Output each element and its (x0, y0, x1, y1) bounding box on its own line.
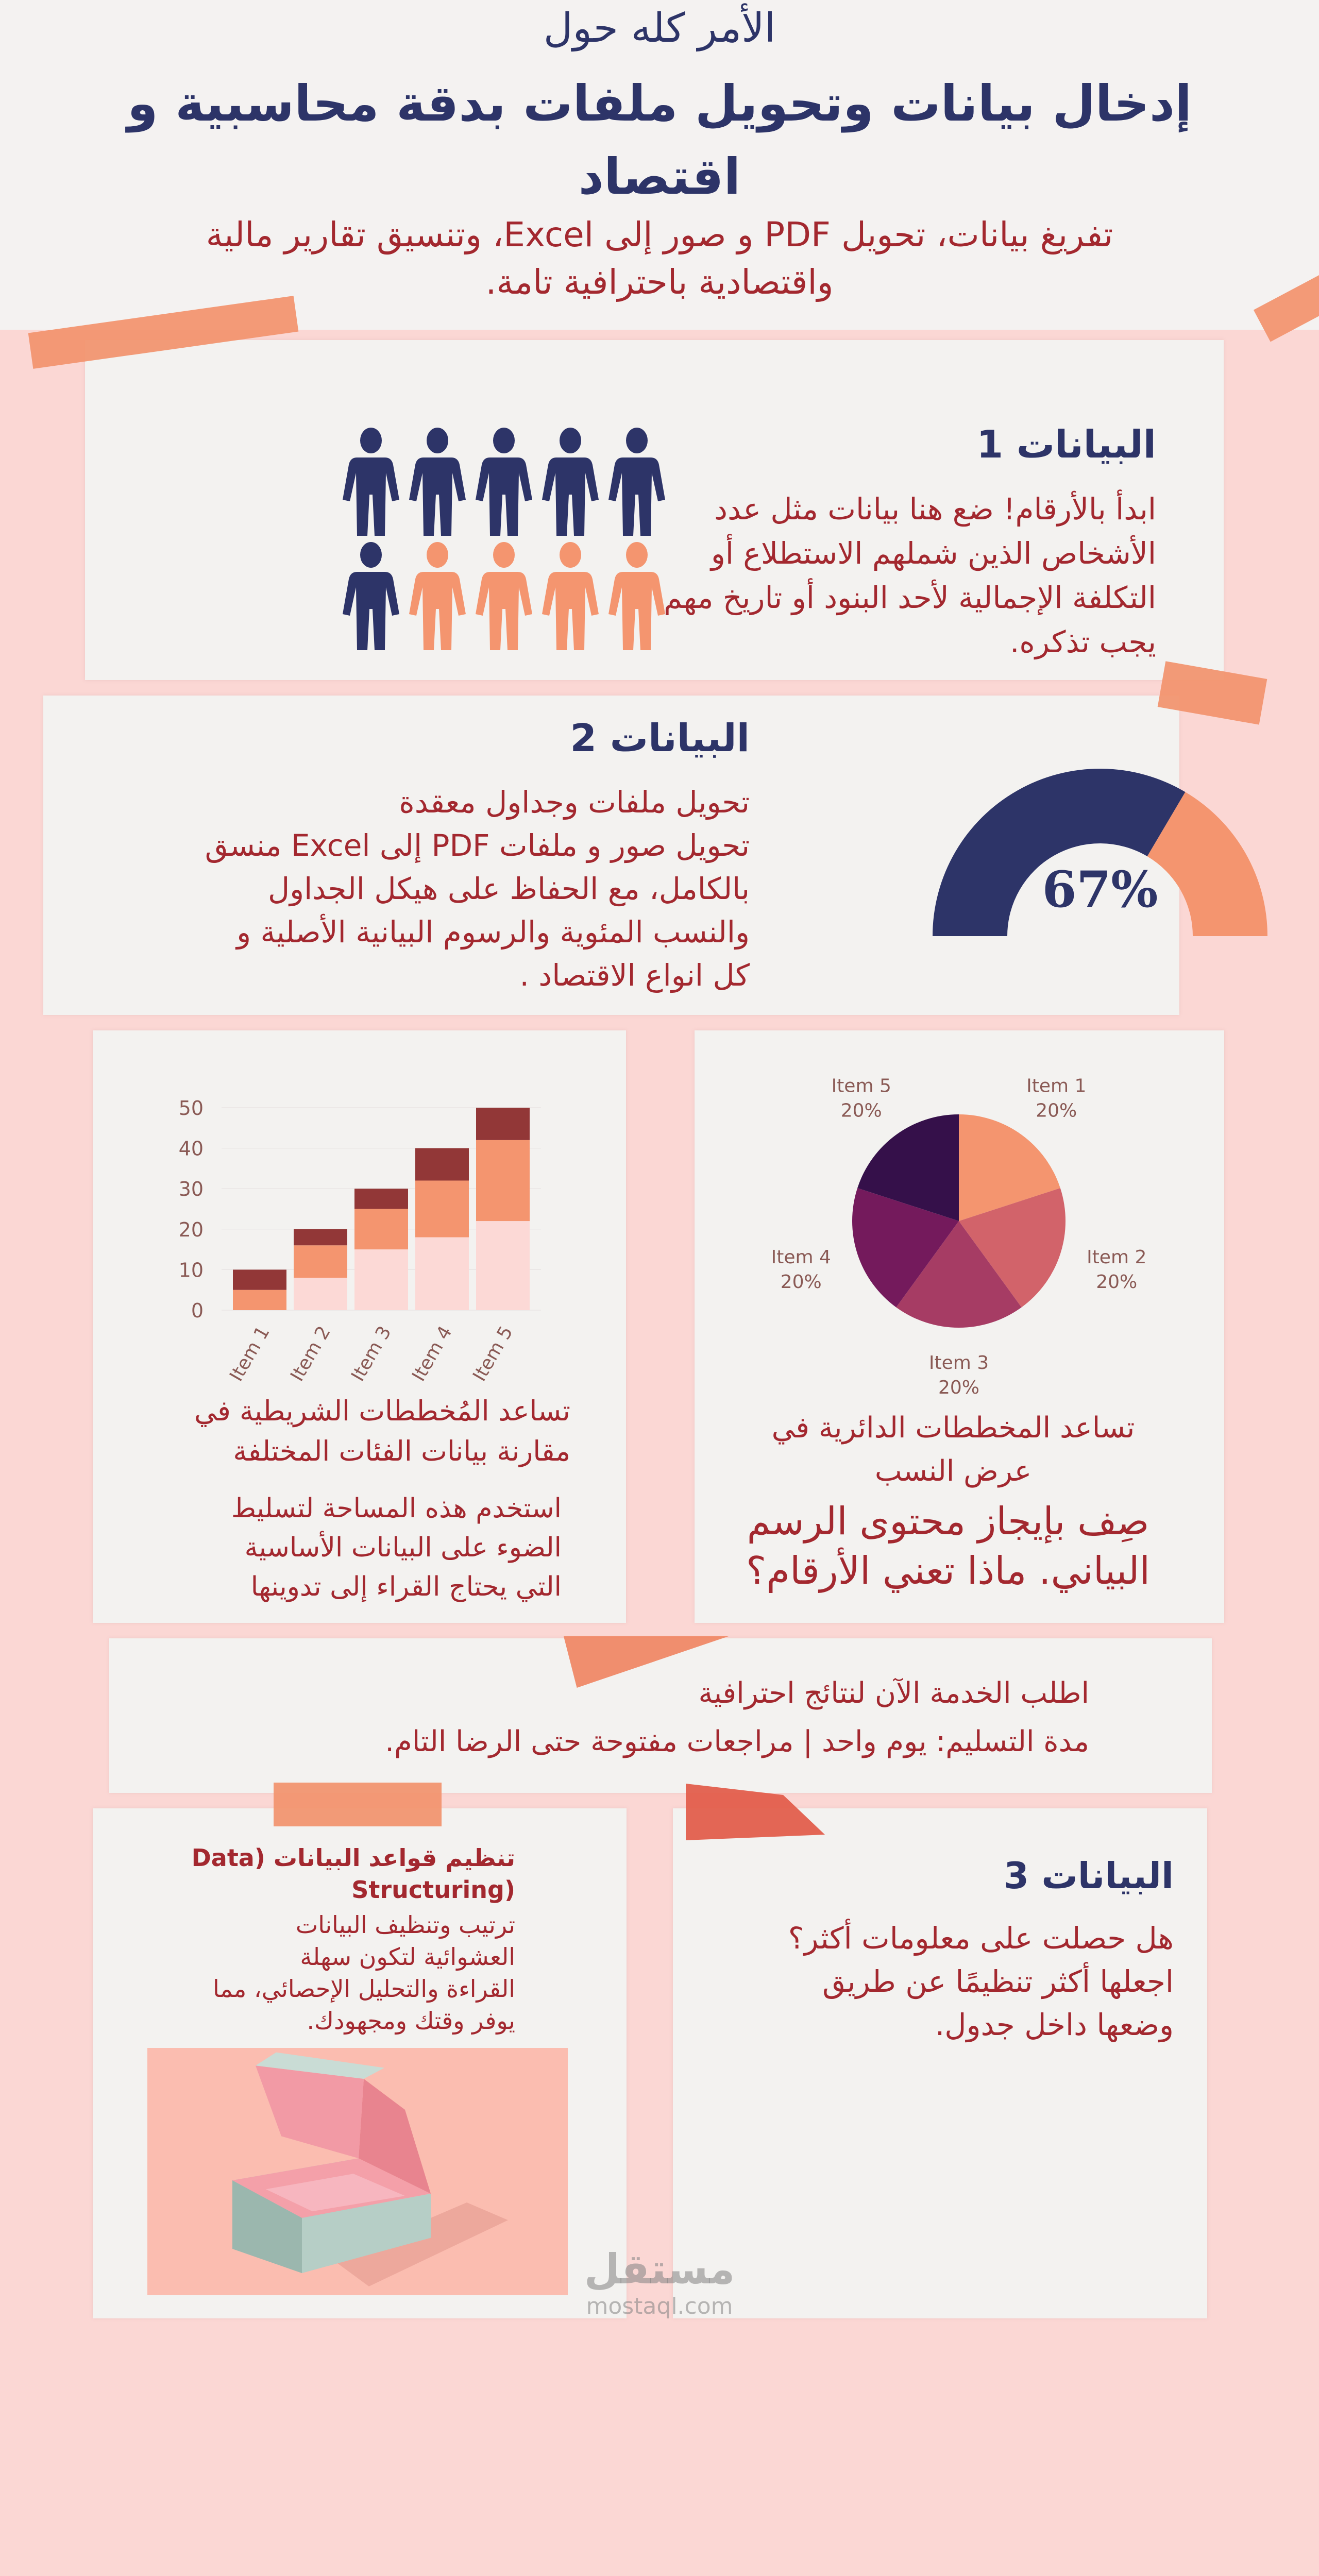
bar-segment (294, 1245, 347, 1278)
cta-card (109, 1638, 1212, 1793)
decorative-tape (274, 1783, 442, 1826)
watermark: مستقل mostaql.com (556, 2246, 763, 2320)
x-tick-label: Item 3 (347, 1323, 396, 1385)
header-background (0, 0, 1319, 330)
bar-chart-card (93, 1030, 626, 1623)
pie-card-body: صِف بإيجاز محتوى الرسم البياني. ماذا تعن… (746, 1499, 1151, 1593)
bar-segment (294, 1229, 347, 1246)
bar-segment (354, 1249, 408, 1310)
bar-segment (476, 1108, 530, 1140)
pie-percent-label: 20% (938, 1377, 979, 1398)
people-pictogram (340, 428, 675, 654)
pie-percent-label: 20% (781, 1272, 822, 1293)
section3-card (673, 1808, 1207, 2318)
x-tick-label: Item 1 (226, 1323, 274, 1385)
x-tick-label: Item 5 (469, 1323, 517, 1385)
person-icon (409, 542, 466, 650)
stacked-bar-chart: 0 10 20 30 40 50 Item 1 Item 2 Item 3 Item 4 Item … (179, 1097, 541, 1385)
gauge-chart (933, 769, 1267, 936)
pie-slice (857, 1114, 959, 1221)
gauge-value-label: 67% (1042, 860, 1158, 919)
pie-label: Item 5 (832, 1076, 891, 1097)
gauge-remaining-arc (1147, 792, 1267, 936)
section1-body: ابدأ بالأرقام! ضع هنا بيانات مثل عدد الأ… (664, 492, 1156, 659)
bar-segment (233, 1269, 286, 1290)
pie-label: Item 2 (1087, 1247, 1146, 1268)
bar-card-body: استخدم هذه المساحة لتسليط الضوء على البي… (231, 1493, 562, 1602)
section3-body: هل حصلت على معلومات أكثر؟ اجعلها أكثر تن… (788, 1921, 1174, 2042)
y-tick-label: 40 (179, 1138, 204, 1160)
bar-segment (354, 1209, 408, 1250)
y-tick-label: 10 (179, 1259, 204, 1281)
header-kicker: الأمر كله حول (543, 5, 776, 52)
bar-segment (476, 1221, 530, 1310)
bar-segment (476, 1140, 530, 1222)
person-icon (608, 428, 665, 536)
y-tick-label: 30 (179, 1178, 204, 1200)
y-tick-label: 0 (191, 1299, 204, 1322)
structuring-title: تنظيم قواعد البيانات (Data (Structuring (191, 1844, 515, 1904)
person-icon (343, 428, 399, 536)
person-icon (542, 428, 599, 536)
bar-segment (415, 1148, 469, 1181)
x-tick-label: Item 2 (286, 1323, 335, 1385)
watermark-domain: mostaql.com (586, 2293, 733, 2319)
y-tick-label: 50 (179, 1097, 204, 1120)
person-icon (608, 542, 665, 650)
pie-slice (852, 1188, 959, 1308)
person-icon (343, 542, 399, 650)
y-tick-label: 20 (179, 1218, 204, 1241)
pie-label: Item 1 (1026, 1076, 1086, 1097)
bar-segment (415, 1237, 469, 1310)
person-icon (476, 428, 532, 536)
person-icon (542, 542, 599, 650)
person-icon (476, 542, 532, 650)
bar-segment (233, 1290, 286, 1310)
pie-percent-label: 20% (1096, 1272, 1137, 1293)
header-subtitle: تفريغ بيانات، تحويل PDF و صور إلى Excel،… (206, 215, 1113, 302)
open-box-image (147, 2048, 568, 2295)
pie-percent-label: 20% (1036, 1100, 1077, 1122)
section2-heading: البيانات 2 (570, 716, 750, 760)
structuring-body: ترتيب وتنظيف البيانات العشوائية لتكون سه… (213, 1911, 515, 2035)
pie-label: Item 4 (771, 1247, 831, 1268)
section1-heading: البيانات 1 (976, 422, 1156, 467)
pie-label: Item 3 (929, 1352, 989, 1374)
bar-segment (294, 1278, 347, 1310)
pie-slice (959, 1188, 1066, 1308)
section1-card (85, 340, 1224, 680)
person-icon (409, 428, 466, 536)
bar-segment (354, 1189, 408, 1209)
cta-text: اطلب الخدمة الآن لنتائج احترافية مدة الت… (385, 1676, 1089, 1758)
section2-body: تحويل ملفات وجداول معقدة تحويل صور و ملف… (205, 785, 750, 993)
pie-card-heading: تساعد المخططات الدائرية في عرض النسب (771, 1411, 1135, 1488)
header-title: إدخال بيانات وتحويل ملفات بدقة محاسبية و… (127, 75, 1192, 206)
bar-segment (415, 1180, 469, 1238)
section3-heading: البيانات 3 (1004, 1855, 1174, 1897)
x-tick-label: Item 4 (408, 1323, 456, 1385)
gauge-filled-arc (933, 769, 1186, 936)
watermark-logo: مستقل (584, 2245, 735, 2293)
pie-slice (896, 1221, 1022, 1328)
pie-chart: Item 1 20% Item 2 20% Item 3 20% Item 4 20% Item… (771, 1076, 1147, 1398)
bar-card-heading: تساعد المُخططات الشريطية في مقارنة بيانا… (194, 1395, 570, 1467)
pie-slice (959, 1114, 1060, 1221)
pie-percent-label: 20% (841, 1100, 882, 1122)
